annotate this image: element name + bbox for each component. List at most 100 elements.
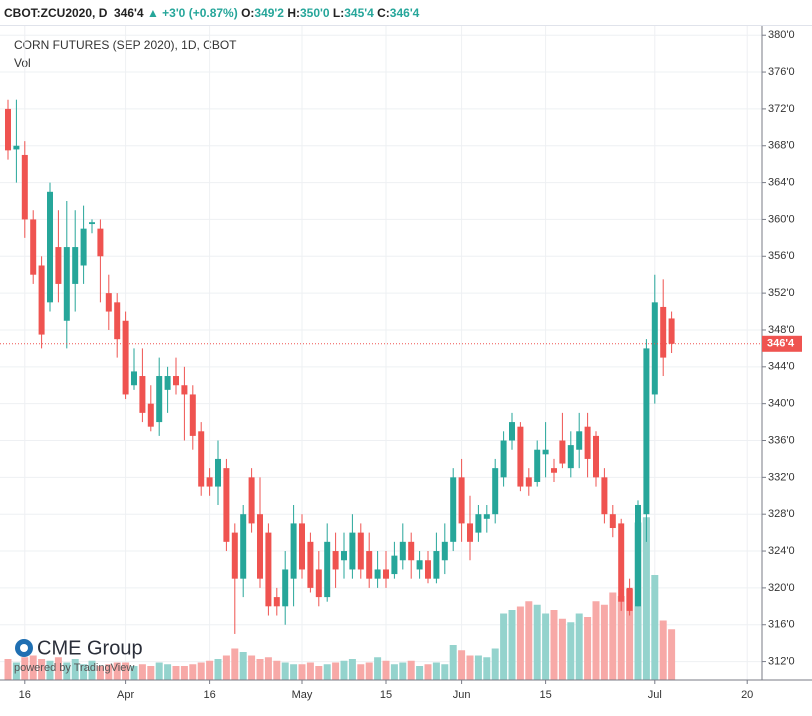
volume-bar bbox=[130, 666, 138, 680]
candle-body bbox=[55, 247, 62, 284]
chart: CORN FUTURES (SEP 2020), 1D, CBOT Vol 31… bbox=[0, 26, 812, 716]
volume-bar bbox=[449, 645, 457, 680]
candle-body bbox=[391, 555, 398, 575]
ohlc-value: 349'2 bbox=[254, 6, 284, 20]
candle-body bbox=[509, 422, 515, 441]
volume-bar bbox=[96, 666, 104, 680]
volume-bar bbox=[88, 660, 96, 680]
volume-bar bbox=[46, 660, 54, 680]
volume-bar bbox=[483, 657, 491, 680]
candle-body bbox=[240, 514, 247, 579]
candle-body bbox=[324, 541, 331, 598]
volume-bar bbox=[323, 664, 331, 680]
y-tick-label: 380'0 bbox=[768, 29, 795, 41]
volume-bar bbox=[533, 604, 541, 680]
x-tick-label: 20 bbox=[741, 689, 753, 701]
candle-body bbox=[559, 440, 566, 464]
x-tick-label: Jun bbox=[453, 689, 471, 701]
candle-body bbox=[257, 514, 263, 579]
ohlc-label: H: bbox=[287, 6, 300, 20]
volume-bar bbox=[63, 662, 71, 680]
candle-body bbox=[458, 477, 465, 524]
chart-subtitle: Vol bbox=[14, 56, 31, 70]
volume-bar bbox=[21, 657, 29, 680]
candle-body bbox=[173, 376, 179, 386]
ohlc-value: 350'0 bbox=[299, 6, 330, 20]
volume-bar bbox=[197, 662, 205, 680]
candle-body bbox=[223, 468, 230, 542]
candle-body bbox=[576, 431, 583, 450]
volume-bar bbox=[500, 613, 508, 680]
volume-bar bbox=[256, 659, 264, 680]
candle-body bbox=[357, 532, 364, 570]
volume-bar bbox=[416, 666, 424, 680]
candle-body bbox=[399, 541, 406, 561]
candle-body bbox=[450, 477, 457, 542]
candle-body bbox=[181, 385, 188, 395]
candle-body bbox=[467, 523, 473, 542]
volume-bar bbox=[222, 655, 230, 680]
volume-bar bbox=[567, 622, 575, 680]
candle-body bbox=[282, 569, 289, 607]
last-price: 346'4 bbox=[114, 6, 144, 20]
candle-body bbox=[131, 371, 137, 386]
candle-body bbox=[307, 541, 314, 588]
candle-body bbox=[198, 431, 205, 487]
candle-body bbox=[668, 318, 675, 344]
volume-bar bbox=[4, 659, 12, 680]
candle-body bbox=[651, 302, 658, 395]
volume-bar bbox=[164, 664, 172, 680]
y-tick-label: 320'0 bbox=[768, 582, 795, 594]
candle-body bbox=[635, 504, 641, 607]
candle-body bbox=[63, 247, 70, 321]
volume-bar bbox=[189, 664, 197, 680]
volume-bar bbox=[558, 618, 566, 680]
volume-bar bbox=[382, 660, 390, 680]
candle-body bbox=[215, 458, 221, 487]
volume-bar bbox=[71, 659, 79, 680]
volume-bar bbox=[172, 666, 180, 680]
volume-bar bbox=[668, 629, 676, 680]
volume-bar bbox=[315, 666, 323, 680]
candle-body bbox=[164, 376, 171, 390]
volume-bar bbox=[374, 657, 382, 680]
logo-icon-inner bbox=[20, 644, 28, 652]
volume-bar bbox=[147, 666, 155, 680]
candle-body bbox=[47, 191, 53, 303]
candle-body bbox=[525, 477, 532, 487]
candle-body bbox=[231, 532, 238, 579]
candle-body bbox=[122, 320, 129, 395]
volume-bar bbox=[491, 648, 499, 680]
volume-bar bbox=[214, 659, 222, 680]
volume-bar bbox=[642, 517, 650, 680]
volume-bar bbox=[80, 664, 88, 680]
candle-body bbox=[601, 477, 608, 515]
header: CBOT:ZCU2020, D 346'4 ▲ +3'0 (+0.87%) O:… bbox=[0, 0, 812, 26]
volume-bar bbox=[138, 664, 146, 680]
volume-bar bbox=[390, 664, 398, 680]
volume-bar bbox=[54, 657, 62, 680]
logo: CME Group powered by TradingView bbox=[14, 637, 143, 674]
candle-body bbox=[517, 426, 524, 487]
candle-body bbox=[660, 306, 667, 358]
volume-bar bbox=[273, 660, 281, 680]
candle-body bbox=[383, 569, 389, 579]
volume-bar bbox=[575, 613, 583, 680]
candle-body bbox=[341, 551, 347, 561]
candle-body bbox=[290, 523, 297, 579]
ohlc-value: 345'4 bbox=[344, 6, 374, 20]
candle-body bbox=[483, 514, 490, 519]
candle-body bbox=[567, 445, 574, 469]
volume-bar bbox=[264, 657, 272, 680]
price-axis-bg bbox=[762, 26, 812, 716]
volume-bar bbox=[113, 662, 121, 680]
x-tick-label: Apr bbox=[117, 689, 134, 701]
candle-body bbox=[534, 449, 541, 482]
y-tick-label: 360'0 bbox=[768, 213, 795, 225]
candle-body bbox=[156, 376, 163, 423]
candle-body bbox=[551, 468, 557, 473]
x-tick-label: 15 bbox=[539, 689, 551, 701]
volume-bar bbox=[29, 655, 37, 680]
volume-bar bbox=[659, 620, 667, 680]
candle-body bbox=[13, 145, 20, 150]
